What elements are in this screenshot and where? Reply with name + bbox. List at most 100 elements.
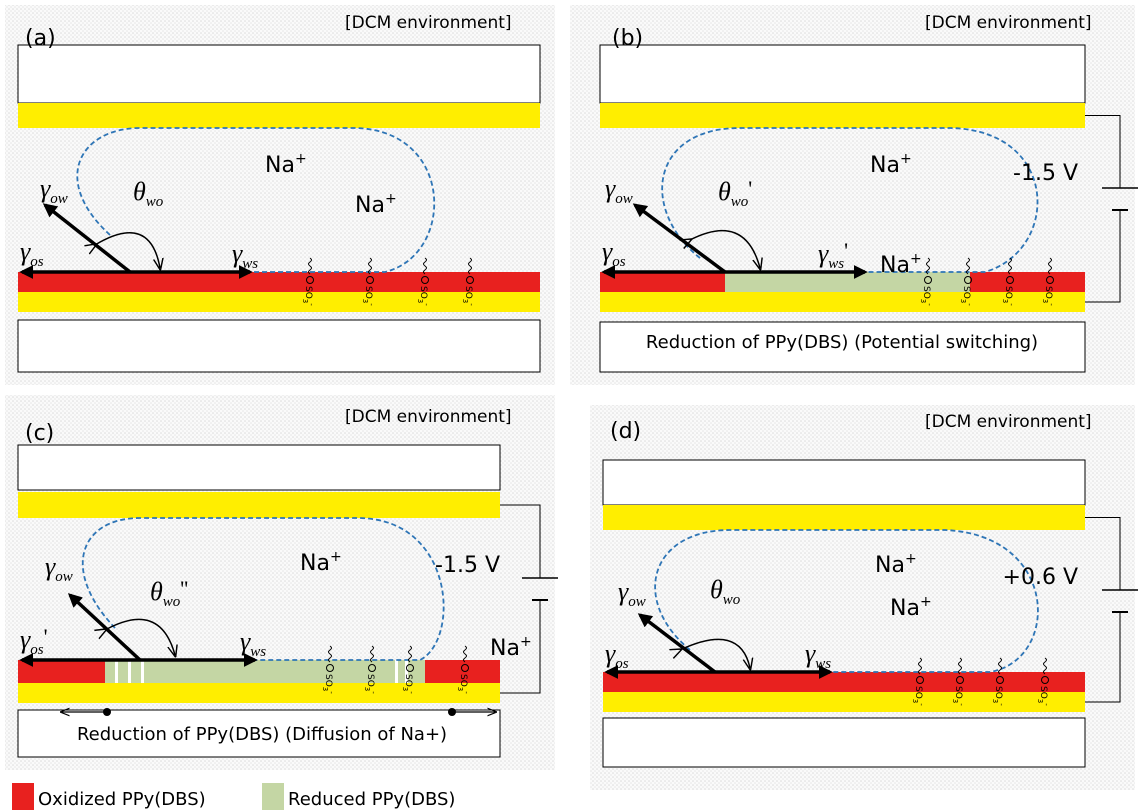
ion-symbol: Na xyxy=(880,253,910,278)
gold-layer xyxy=(603,692,1085,712)
so3-group: SO xyxy=(365,674,375,687)
panel-label: (b) xyxy=(612,26,643,51)
subscript: ws xyxy=(242,256,258,272)
subscript: ws xyxy=(250,644,266,660)
gold-layer xyxy=(18,103,540,128)
ion-symbol: Na xyxy=(265,153,295,178)
ion-symbol: Na xyxy=(890,596,920,621)
sulfonate-label: SO3- xyxy=(363,674,377,694)
panel-label: (d) xyxy=(610,419,641,444)
voltage-label: -1.5 V xyxy=(435,553,500,578)
sulfonate-label: SO3- xyxy=(461,286,475,306)
gold-layer xyxy=(600,103,1085,128)
subscript: ws xyxy=(815,656,831,672)
electrode xyxy=(603,718,1085,767)
diffusion-dot xyxy=(448,708,456,716)
figure: SO3-SO3-SO3-SO3-(a)[DCM environment]Na+N… xyxy=(0,0,1138,812)
subscript: os xyxy=(30,642,44,658)
electrode xyxy=(600,45,1085,103)
so3-group: SO xyxy=(953,686,963,699)
panel-label: (c) xyxy=(25,421,54,446)
prime: ' xyxy=(748,176,752,201)
panel-label: (a) xyxy=(25,26,56,51)
reduced-ppy xyxy=(725,272,970,292)
electrode xyxy=(18,320,540,372)
ion-symbol: Na xyxy=(870,153,900,178)
environment-label: [DCM environment] xyxy=(345,407,512,427)
oxidized-ppy xyxy=(18,272,540,292)
so3-group: SO xyxy=(463,286,473,299)
environment-label: [DCM environment] xyxy=(925,13,1092,33)
ion-charge: + xyxy=(385,191,397,207)
so3-group: SO xyxy=(993,686,1003,699)
prime: ' xyxy=(844,238,848,263)
diffusion-dot xyxy=(103,708,111,716)
so3-group: SO xyxy=(1038,686,1048,699)
electrode xyxy=(603,460,1085,505)
sulfonate-label: SO3- xyxy=(1001,286,1015,306)
subscript: wo xyxy=(163,594,181,610)
diffusion-gap xyxy=(128,660,131,683)
environment-label: [DCM environment] xyxy=(925,412,1092,432)
subscript: ow xyxy=(615,191,633,207)
ion-symbol: Na xyxy=(490,636,520,661)
ion-charge: + xyxy=(330,549,342,565)
subscript: ow xyxy=(55,569,73,585)
diffusion-gap xyxy=(141,660,144,683)
sulfonate-label: SO3- xyxy=(911,686,925,706)
oxidized-ppy xyxy=(970,272,1085,292)
legend-label: Reduced PPy(DBS) xyxy=(288,789,455,810)
symbol: θ xyxy=(133,177,146,206)
voltage-label: +0.6 V xyxy=(1003,565,1078,590)
gold-layer xyxy=(603,505,1085,530)
voltage-label: -1.5 V xyxy=(1013,161,1078,186)
caption: Reduction of PPy(DBS) (Potential switchi… xyxy=(646,332,1038,353)
sulfonate-label: SO3- xyxy=(919,286,933,306)
prime: ' xyxy=(44,624,48,649)
subscript: os xyxy=(615,656,629,672)
so3-group: SO xyxy=(323,674,333,687)
so3-group: SO xyxy=(961,286,971,299)
sulfonate-label: SO3- xyxy=(1036,686,1050,706)
caption: Reduction of PPy(DBS) (Diffusion of Na+) xyxy=(77,724,447,745)
ion-charge: + xyxy=(520,634,532,650)
subscript: ow xyxy=(50,191,68,207)
oxidized-ppy xyxy=(603,672,1085,692)
sulfonate-label: SO3- xyxy=(456,674,470,694)
so3-group: SO xyxy=(403,674,413,687)
legend-swatch xyxy=(12,783,34,810)
sulfonate-label: SO3- xyxy=(1041,286,1055,306)
subscript: ow xyxy=(628,594,646,610)
sulfonate-label: SO3- xyxy=(951,686,965,706)
gold-layer xyxy=(18,683,500,703)
ion-charge: + xyxy=(295,151,307,167)
so3-group: SO xyxy=(303,286,313,299)
subscript: wo xyxy=(731,194,749,210)
so3-group: SO xyxy=(363,286,373,299)
so3-group: SO xyxy=(913,686,923,699)
sulfonate-label: SO3- xyxy=(301,286,315,306)
ion-symbol: Na xyxy=(355,193,385,218)
gold-layer xyxy=(18,492,500,518)
sulfonate-label: SO3- xyxy=(416,286,430,306)
so3-group: SO xyxy=(458,674,468,687)
subscript: os xyxy=(612,254,626,270)
sulfonate-label: SO3- xyxy=(991,686,1005,706)
oxidized-ppy xyxy=(18,660,105,683)
sulfonate-label: SO3- xyxy=(321,674,335,694)
environment-label: [DCM environment] xyxy=(345,13,512,33)
legend-swatch xyxy=(262,783,284,810)
electrode xyxy=(18,45,540,103)
reduced-ppy xyxy=(105,660,425,683)
so3-group: SO xyxy=(921,286,931,299)
so3-group: SO xyxy=(1003,286,1013,299)
subscript: wo xyxy=(723,592,741,608)
electrode xyxy=(18,445,500,490)
symbol: θ xyxy=(710,575,723,604)
sulfonate-label: SO3- xyxy=(401,674,415,694)
symbol: θ xyxy=(150,577,163,606)
prime: '' xyxy=(180,576,188,601)
ion-charge: + xyxy=(910,251,922,267)
sulfonate-label: SO3- xyxy=(959,286,973,306)
oxidized-ppy xyxy=(600,272,725,292)
